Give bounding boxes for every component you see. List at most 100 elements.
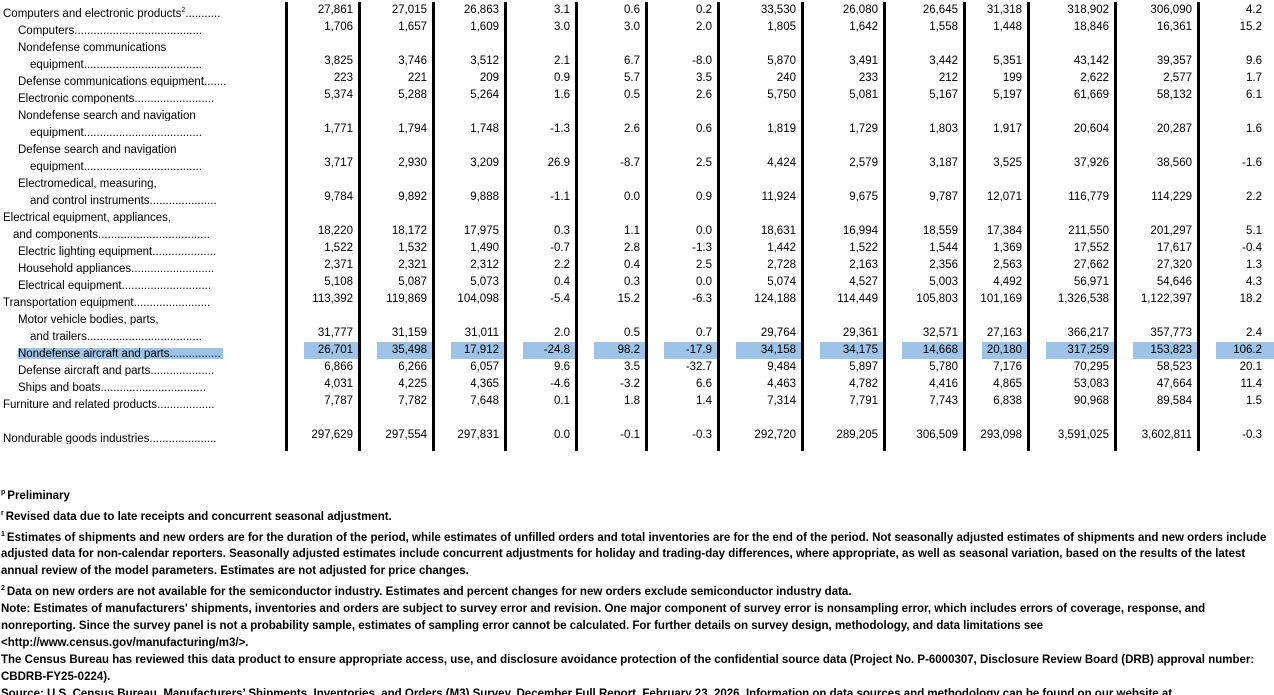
cell-value: 1.5	[1246, 395, 1262, 407]
cell-value: 35,498	[391, 344, 427, 356]
row-label: Defense communications equipment.......	[0, 70, 288, 87]
cell-value: 3,591,025	[1057, 429, 1109, 441]
cell-value: 4,031	[324, 378, 353, 390]
industry-name: Nondurable goods industries	[3, 432, 150, 444]
industry-name: Electromedical, measuring,	[18, 177, 157, 189]
row-label-text: Electric lighting equipment.............…	[18, 246, 216, 257]
value-cell: -0.1	[578, 427, 648, 444]
cell-value: 2,312	[470, 259, 499, 271]
value-cell: 17,912	[435, 342, 507, 359]
value-cell: 105,803	[886, 291, 966, 308]
cell-value: 5.7	[624, 72, 640, 84]
value-cell	[435, 36, 507, 53]
cell-value: 2.1	[554, 55, 570, 67]
row-label-text: equipment...............................…	[30, 161, 202, 172]
cell-value: 43,142	[1073, 55, 1109, 67]
row-label-text: and trailers............................…	[30, 331, 202, 342]
value-cell: 0.0	[648, 274, 720, 291]
value-cell: 17,617	[1117, 240, 1200, 257]
value-cell: 1.3	[1200, 257, 1274, 274]
value-cell	[804, 172, 886, 189]
cell-value: -8.0	[692, 55, 712, 67]
value-cell: 357,773	[1117, 325, 1200, 342]
value-cell: 0.0	[507, 427, 578, 444]
cell-value: 9,787	[929, 191, 958, 203]
cell-value: -8.7	[620, 157, 640, 169]
cell-value: 16,994	[842, 225, 878, 237]
cell-value: 116,779	[1068, 191, 1109, 203]
cell-value: 0.7	[696, 327, 712, 339]
cell-value: 18,220	[317, 225, 353, 237]
value-cell	[1030, 206, 1117, 223]
value-cell: 0.1	[507, 393, 578, 410]
dot-leader: ...........	[185, 7, 221, 19]
row-label-text: Ships and boats.........................…	[18, 382, 206, 393]
row-label	[0, 410, 288, 427]
value-cell: 3,512	[435, 53, 507, 70]
cell-value: 0.9	[554, 72, 570, 84]
cell-value: 3,187	[929, 157, 958, 169]
table-row: Electromedical, measuring,	[0, 172, 1274, 189]
row-label: Household appliances....................…	[0, 257, 288, 274]
industry-name: equipment	[30, 58, 84, 70]
table-row: equipment...............................…	[0, 53, 1274, 70]
row-label-text: and components..........................…	[13, 229, 210, 240]
industry-name: Nondefense search and navigation	[18, 109, 196, 121]
cell-value: 113,392	[312, 293, 353, 305]
value-cell: 54,646	[1117, 274, 1200, 291]
value-cell	[648, 172, 720, 189]
value-cell: 0.6	[578, 2, 648, 19]
value-cell	[361, 444, 435, 451]
value-cell: 26,863	[435, 2, 507, 19]
value-cell: 289,205	[804, 427, 886, 444]
cell-value: 5,081	[849, 89, 878, 101]
table-row: and trailers............................…	[0, 325, 1274, 342]
value-cell: 113,392	[288, 291, 361, 308]
value-cell: 1,706	[288, 19, 361, 36]
cell-value: 5,897	[849, 361, 878, 373]
row-label: Nondurable goods industries.............…	[0, 427, 288, 444]
cell-value: 3,825	[324, 55, 353, 67]
cell-value: 9,484	[767, 361, 796, 373]
cell-value: 114,449	[837, 293, 878, 305]
table-row: Computers and electronic products2......…	[0, 2, 1274, 19]
value-cell: 7,791	[804, 393, 886, 410]
value-cell	[1200, 444, 1274, 451]
value-cell: 26.9	[507, 155, 578, 172]
cell-value: 1,706	[324, 21, 353, 33]
value-cell: 70,295	[1030, 359, 1117, 376]
value-cell: 26,701	[288, 342, 361, 359]
value-cell: 18,631	[720, 223, 804, 240]
value-cell	[966, 172, 1030, 189]
cell-value: 58,523	[1156, 361, 1192, 373]
cell-value: 1,803	[929, 123, 958, 135]
cell-value: 53,083	[1073, 378, 1109, 390]
row-label: Computers and electronic products2......…	[0, 2, 288, 19]
cell-value: 0.0	[696, 225, 712, 237]
value-cell: 11.4	[1200, 376, 1274, 393]
footnote-text: Revised data due to late receipts and co…	[5, 510, 392, 523]
cell-value: 5.1	[1246, 225, 1262, 237]
value-cell: 17,552	[1030, 240, 1117, 257]
industry-name: Computers	[18, 24, 75, 36]
row-label: and control instruments.................…	[0, 189, 288, 206]
value-cell	[361, 172, 435, 189]
value-cell: 1,917	[966, 121, 1030, 138]
value-cell	[288, 36, 361, 53]
value-cell: 4,865	[966, 376, 1030, 393]
value-cell	[886, 444, 966, 451]
cell-value: 3,491	[849, 55, 878, 67]
value-cell: 2,728	[720, 257, 804, 274]
value-cell	[1117, 36, 1200, 53]
cell-value: -32.7	[685, 361, 712, 373]
industry-name: equipment	[30, 126, 84, 138]
cell-value: 2.5	[696, 259, 712, 271]
cell-value: 20.1	[1239, 361, 1262, 373]
value-cell	[361, 308, 435, 325]
value-cell: 2.2	[1200, 189, 1274, 206]
cell-value: 26,080	[842, 4, 878, 16]
value-cell: 4,463	[720, 376, 804, 393]
value-cell	[720, 308, 804, 325]
value-cell: 3.5	[648, 70, 720, 87]
value-cell: 9.6	[507, 359, 578, 376]
